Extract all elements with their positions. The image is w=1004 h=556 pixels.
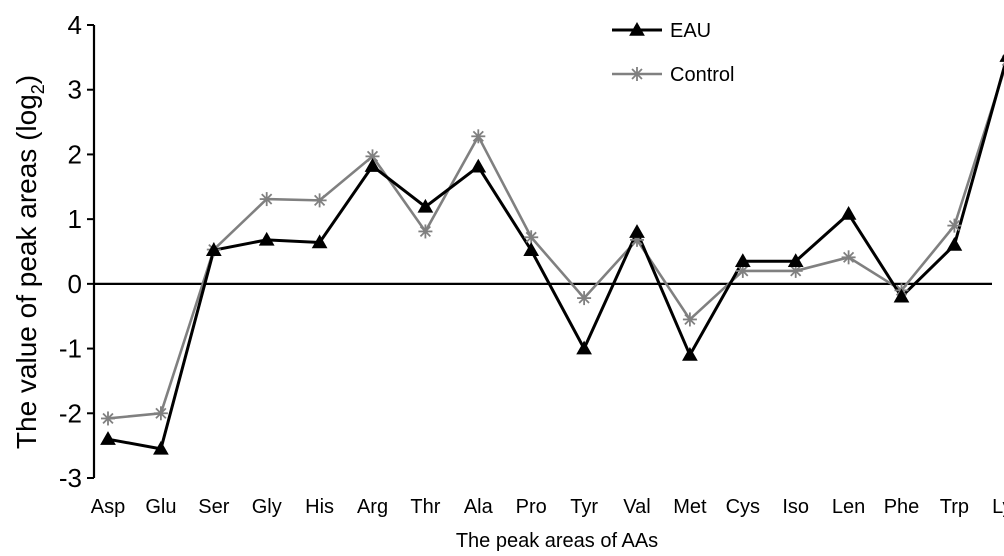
- legend-label-control: Control: [670, 64, 734, 86]
- data-point-eau: [946, 237, 963, 251]
- data-point-eau: [470, 158, 487, 173]
- legend: EAU Control: [612, 20, 734, 86]
- legend-item-eau: EAU: [612, 20, 711, 42]
- data-point-control: [577, 291, 592, 306]
- data-point-control: [312, 193, 327, 208]
- x-tick-label: Iso: [782, 496, 809, 518]
- x-tick-label: Ser: [198, 496, 229, 518]
- data-point-eau: [205, 242, 222, 256]
- data-point-control: [101, 411, 115, 426]
- x-tick-label: Asp: [91, 496, 125, 518]
- data-point-eau: [417, 198, 434, 213]
- data-point-control: [471, 129, 486, 144]
- series-markers: [100, 53, 1004, 455]
- x-tick-label: Val: [623, 496, 650, 518]
- x-tick-label: Thr: [410, 496, 440, 518]
- data-point-eau: [629, 224, 645, 238]
- y-tick-labels: 4 3 2 1 0 -1 -2 -3: [59, 10, 82, 493]
- y-tick-label: 4: [68, 10, 82, 40]
- data-point-control: [153, 406, 168, 421]
- data-point-control: [841, 250, 856, 265]
- data-point-eau: [734, 253, 751, 267]
- x-tick-label: His: [305, 496, 334, 518]
- series-line-eau: [107, 62, 1004, 451]
- data-point-control: [947, 218, 962, 233]
- y-axis-label-prefix: The value of peak areas (log: [11, 94, 42, 449]
- data-point-eau: [311, 234, 328, 249]
- legend-label-eau: EAU: [670, 20, 711, 42]
- x-tick-label: Ala: [464, 496, 494, 518]
- data-point-eau: [364, 158, 381, 172]
- data-point-eau: [576, 340, 592, 355]
- legend-marker-eau: [629, 21, 645, 36]
- legend-marker-control: [630, 67, 644, 81]
- data-point-eau: [840, 205, 857, 220]
- data-point-control: [524, 230, 539, 245]
- x-tick-label: Glu: [145, 496, 176, 518]
- x-tick-label: Pro: [516, 496, 547, 518]
- y-axis-label-sub: 2: [28, 84, 48, 94]
- data-point-eau: [523, 242, 540, 256]
- data-point-eau: [787, 253, 804, 267]
- y-tick-label: -3: [59, 463, 82, 493]
- y-tick-label: 3: [68, 75, 82, 105]
- x-tick-label: Lys: [992, 496, 1004, 518]
- x-tick-labels: Asp Glu Ser Gly His Arg Thr Ala Pro Tyr Val Met Cys I…: [91, 496, 1004, 518]
- x-tick-label: Phe: [884, 496, 920, 518]
- y-tick-label: -1: [59, 334, 82, 364]
- series-lines: [107, 62, 1004, 451]
- y-axis-label: The value of peak areas (log2): [11, 75, 48, 449]
- y-tick-label: 0: [68, 269, 82, 299]
- y-tick-label: 2: [68, 139, 82, 169]
- x-tick-label: Met: [673, 496, 707, 518]
- data-point-eau: [100, 431, 116, 445]
- x-tick-label: Trp: [940, 496, 969, 518]
- x-tick-label: Gly: [252, 496, 282, 518]
- x-tick-label: Len: [832, 496, 865, 518]
- data-point-eau: [153, 440, 169, 455]
- x-tick-label: Cys: [726, 496, 760, 518]
- x-tick-label: Tyr: [570, 496, 598, 518]
- legend-item-control: Control: [612, 64, 734, 86]
- x-axis-label: The peak areas of AAs: [456, 530, 658, 552]
- axes: [87, 24, 992, 479]
- data-point-eau: [682, 347, 698, 361]
- y-tick-label: 1: [68, 204, 82, 234]
- x-tick-label: Arg: [357, 496, 388, 518]
- series-line-control: [107, 66, 1004, 420]
- data-point-eau: [893, 288, 910, 303]
- data-point-eau: [258, 231, 275, 246]
- data-point-eau: [999, 53, 1004, 62]
- data-point-control: [259, 192, 274, 207]
- data-point-control: [418, 224, 433, 239]
- y-tick-label: -2: [59, 398, 82, 428]
- y-axis-label-suffix: ): [11, 75, 42, 84]
- data-point-control: [682, 312, 697, 327]
